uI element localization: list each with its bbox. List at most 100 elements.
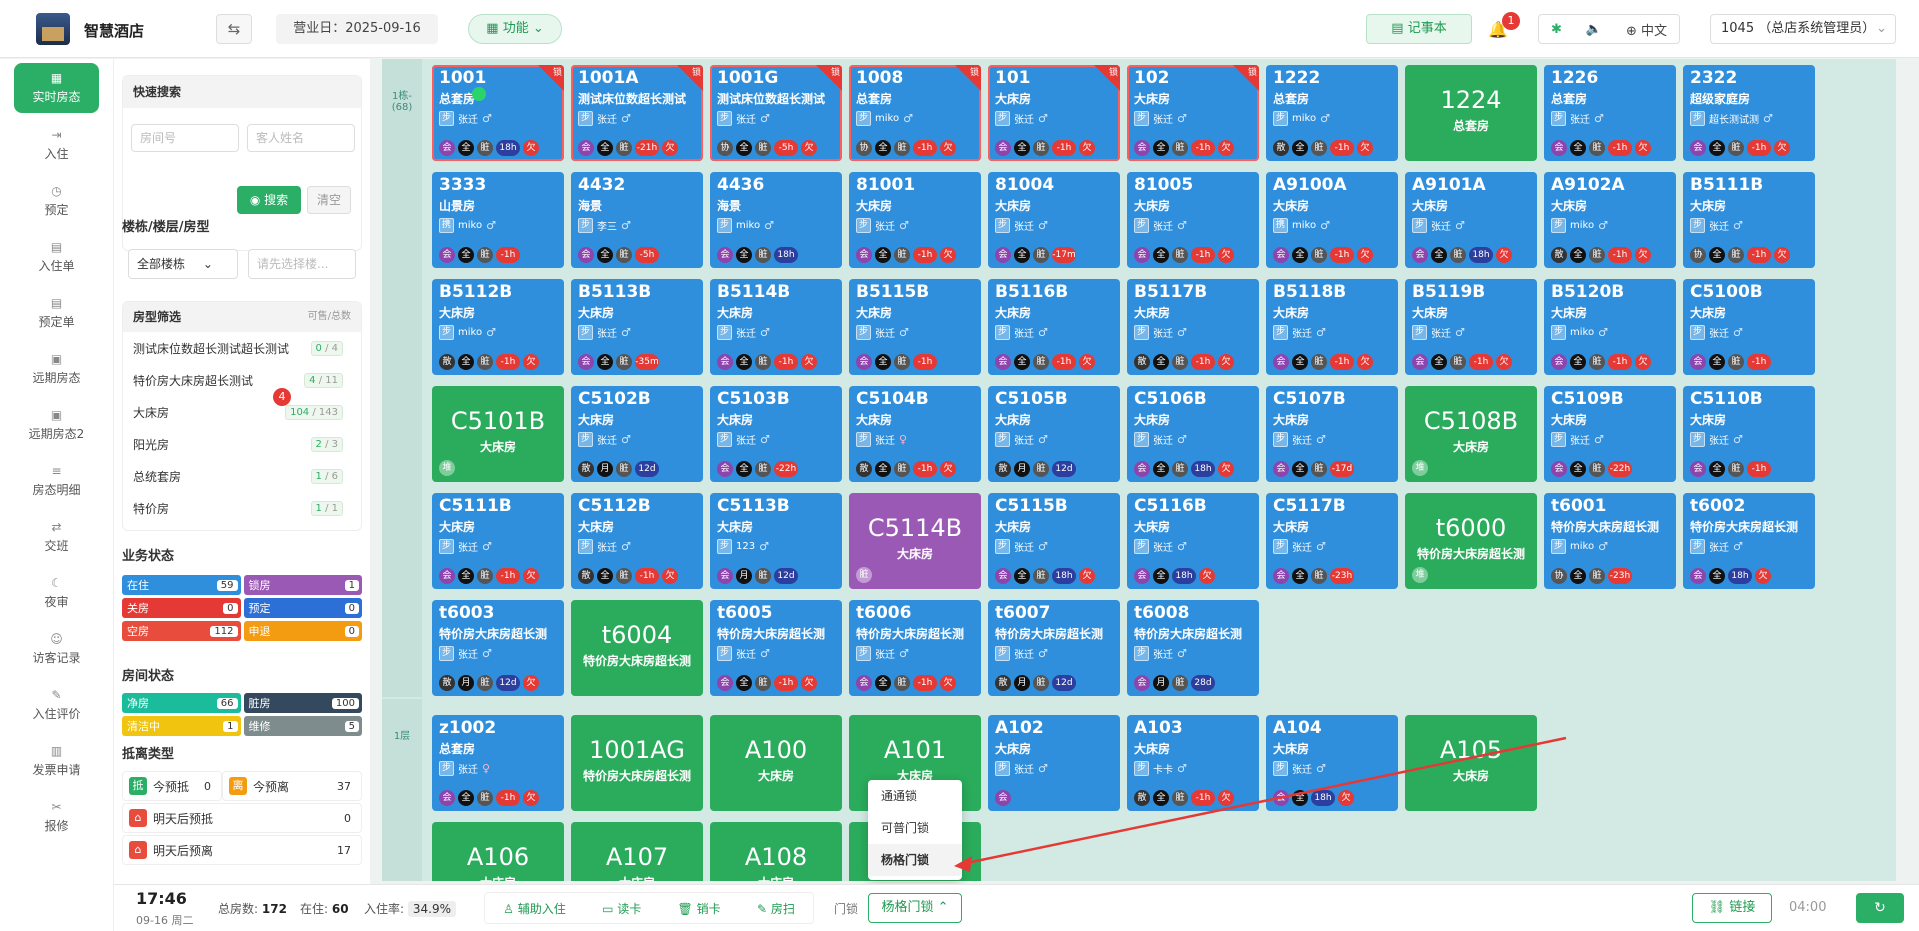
room-card[interactable]: C5105B 大床房步张迁 ♂ 散月脏 12d bbox=[988, 386, 1120, 482]
status-chip[interactable]: 脏房 100 bbox=[243, 693, 362, 713]
room-card[interactable]: 4432 海景步李三 ♂ 会全脏 -5h bbox=[571, 172, 703, 268]
function-menu-button[interactable]: ▦ 功能 ⌄ bbox=[468, 14, 562, 44]
status-chip[interactable]: 预定 0 bbox=[243, 598, 362, 618]
room-card[interactable]: t6001 特价房大床房超长测步 miko ♂ 协全脏 -23h bbox=[1544, 493, 1676, 589]
room-card[interactable]: B5117B 大床房步张迁 ♂ 散全脏 -1h 欠 bbox=[1127, 279, 1259, 375]
room-card[interactable]: t6005 特价房大床房超长测步张迁 ♂ 会全脏 -1h 欠 bbox=[710, 600, 842, 696]
nav-item-calendar[interactable]: ▣ 远期房态 bbox=[0, 341, 113, 397]
room-card[interactable]: t6004 特价房大床房超长测 bbox=[571, 600, 703, 696]
room-card[interactable]: A102 大床房步张迁 ♂ 会 bbox=[988, 715, 1120, 811]
room-card[interactable]: C5112B 大床房步张迁 ♂ 散全脏 -1h 欠 bbox=[571, 493, 703, 589]
nav-item-night[interactable]: ☾ 夜审 bbox=[0, 565, 113, 621]
room-card[interactable]: A106 大床房 bbox=[432, 822, 564, 881]
room-type-item[interactable]: 特价房 1 / 1 bbox=[123, 492, 361, 524]
lock-option[interactable]: 通通锁 bbox=[881, 789, 918, 803]
nav-item-doc[interactable]: ▤ 预定单 bbox=[0, 285, 113, 341]
room-card[interactable]: B5113B 大床房步张迁 ♂ 会全脏 -35m bbox=[571, 279, 703, 375]
room-card[interactable]: z1002 总套房步张迁 ♀ 会全脏 -1h 欠 bbox=[432, 715, 564, 811]
room-type-item[interactable]: 特价房大床房超长测试 4 / 11 bbox=[123, 364, 361, 396]
room-card[interactable]: t6006 特价房大床房超长测步张迁 ♂ 会全脏 -1h 欠 bbox=[849, 600, 981, 696]
room-card[interactable]: C5117B 大床房步张迁 ♂ 会全脏 -23h bbox=[1266, 493, 1398, 589]
search-button[interactable]: ◉ 搜索 bbox=[237, 186, 301, 214]
room-card[interactable]: B5112B 大床房步 miko ♂ 散全脏 -1h 欠 bbox=[432, 279, 564, 375]
room-card[interactable]: B5115B 大床房步张迁 ♂ 会全脏 -1h bbox=[849, 279, 981, 375]
room-card[interactable]: B5114B 大床房步张迁 ♂ 会全脏 -1h 欠 bbox=[710, 279, 842, 375]
sound-icon[interactable]: 🔈 bbox=[1585, 21, 1603, 37]
room-card[interactable]: 3333 山景房携 miko ♂ 会全脏 -1h bbox=[432, 172, 564, 268]
room-card[interactable]: 101 大床房步张迁 ♂ 会全脏 -1h 欠 锁 bbox=[988, 65, 1120, 161]
status-chip[interactable]: 申退 0 bbox=[243, 621, 362, 641]
room-card[interactable]: C5114B 大床房脏 bbox=[849, 493, 981, 589]
room-card[interactable]: 1224 总套房 bbox=[1405, 65, 1537, 161]
theme-icon[interactable]: ✱ bbox=[1550, 21, 1562, 37]
room-card[interactable]: B5116B 大床房步张迁 ♂ 会全脏 -1h 欠 bbox=[988, 279, 1120, 375]
room-card[interactable]: A9100A 大床房携 miko ♂ 会全脏 -1h 欠 bbox=[1266, 172, 1398, 268]
guest-name-input[interactable]: 客人姓名 bbox=[247, 124, 355, 152]
room-card[interactable]: B5120B 大床房步 miko ♂ 会全脏 -1h 欠 bbox=[1544, 279, 1676, 375]
nav-item-shift[interactable]: ⇄ 交班 bbox=[0, 509, 113, 565]
room-card[interactable]: C5107B 大床房步张迁 ♂ 会全脏 -17d bbox=[1266, 386, 1398, 482]
room-card[interactable]: 1001G 测试床位数超长测试步张迁 ♂ 协全脏 -5h 欠 锁 bbox=[710, 65, 842, 161]
status-chip[interactable]: 空房 112 bbox=[122, 621, 241, 641]
nav-item-repair[interactable]: ✂ 报修 bbox=[0, 789, 113, 845]
trash-action[interactable]: 🗑 销卡 bbox=[678, 900, 721, 917]
room-card[interactable]: A108 大床房 bbox=[710, 822, 842, 881]
language-switch[interactable]: ⊕ 中文 bbox=[1626, 20, 1667, 39]
room-card[interactable]: 1226 总套房步张迁 ♂ 会全脏 -1h 欠 bbox=[1544, 65, 1676, 161]
lock-option[interactable]: 杨格门锁 bbox=[868, 844, 962, 876]
room-card[interactable]: t6003 特价房大床房超长测步张迁 ♂ 散月脏 12d 欠 bbox=[432, 600, 564, 696]
room-card[interactable]: A9102A 大床房步 miko ♂ 散全脏 -1h 欠 bbox=[1544, 172, 1676, 268]
room-card[interactable]: 81005 大床房步张迁 ♂ 会全脏 -1h 欠 bbox=[1127, 172, 1259, 268]
status-chip[interactable]: 净房 66 bbox=[122, 693, 241, 713]
room-card[interactable]: 2322 超级家庭房步超长测试测 ♂ 会全脏 -1h 欠 bbox=[1683, 65, 1815, 161]
room-type-item[interactable]: 总统套房 1 / 6 bbox=[123, 460, 361, 492]
room-card[interactable]: A100 大床房 bbox=[710, 715, 842, 811]
nav-item-visitor[interactable]: ☺ 访客记录 bbox=[0, 621, 113, 677]
room-type-item[interactable]: 阳光房 2 / 3 bbox=[123, 428, 361, 460]
room-card[interactable]: C5106B 大床房步张迁 ♂ 会全脏 18h 欠 bbox=[1127, 386, 1259, 482]
status-chip[interactable]: 在住 59 bbox=[122, 575, 241, 595]
room-card[interactable]: 102 大床房步张迁 ♂ 会全脏 -1h 欠 锁 bbox=[1127, 65, 1259, 161]
notebook-button[interactable]: ▤ 记事本 bbox=[1366, 14, 1472, 44]
room-card[interactable]: t6000 特价房大床房超长测堆 bbox=[1405, 493, 1537, 589]
room-card[interactable]: C5113B 大床房步 123 ♂ 会月脏 12d bbox=[710, 493, 842, 589]
room-card[interactable]: A9101A 大床房步张迁 ♂ 会全脏 18h 欠 bbox=[1405, 172, 1537, 268]
nav-item-grid[interactable]: ▦ 实时房态 bbox=[14, 63, 99, 113]
room-card[interactable]: A103 大床房步卡卡 ♂ 散全脏 -1h 欠 bbox=[1127, 715, 1259, 811]
arrival-item[interactable]: ⌂ 明天后预离 17 bbox=[122, 835, 362, 865]
lock-option[interactable]: 可普门锁 bbox=[881, 821, 930, 835]
room-card[interactable]: B5119B 大床房步张迁 ♂ 会全脏 -1h 欠 bbox=[1405, 279, 1537, 375]
room-card[interactable]: C5108B 大床房堆 bbox=[1405, 386, 1537, 482]
room-card[interactable]: A107 大床房 bbox=[571, 822, 703, 881]
user-select[interactable]: 1045 （总店系统管理员） ⌄ bbox=[1710, 14, 1896, 44]
room-card[interactable]: t6008 特价房大床房超长测步张迁 ♂ 会月脏 28d bbox=[1127, 600, 1259, 696]
clear-button[interactable]: 清空 bbox=[307, 186, 351, 214]
room-card[interactable]: C5110B 大床房步张迁 ♂ 会全脏 -1h bbox=[1683, 386, 1815, 482]
room-number-input[interactable]: 房间号 bbox=[131, 124, 239, 152]
room-card[interactable]: B5111B 大床房步张迁 ♂ 协全脏 -1h 欠 bbox=[1683, 172, 1815, 268]
person-action[interactable]: ♙ 辅助入住 bbox=[503, 900, 566, 917]
room-card[interactable]: C5102B 大床房步张迁 ♂ 散月脏 12d bbox=[571, 386, 703, 482]
room-card[interactable]: 1001 总套房步张迁 ♂ 会全脏 18h 欠 锁 bbox=[432, 65, 564, 161]
link-button[interactable]: ⛓ 链接 bbox=[1692, 893, 1772, 923]
room-card[interactable]: 4436 海景步 miko ♂ 会全脏 18h bbox=[710, 172, 842, 268]
room-card[interactable]: C5111B 大床房步张迁 ♂ 会全脏 -1h 欠 bbox=[432, 493, 564, 589]
room-card[interactable]: 1001A 测试床位数超长测试步张迁 ♂ 会全脏 -21h 欠 锁 bbox=[571, 65, 703, 161]
refresh-button[interactable]: ↻ bbox=[1856, 893, 1904, 923]
room-type-item[interactable]: 大床房 104 / 143 bbox=[123, 396, 361, 428]
room-card[interactable]: 81004 大床房步张迁 ♂ 会全脏 -17m bbox=[988, 172, 1120, 268]
room-card[interactable]: 1008 总套房步 miko ♂ 协全脏 -1h 欠 锁 bbox=[849, 65, 981, 161]
room-card[interactable]: t6002 特价房大床房超长测步张迁 ♂ 会全 18h 欠 bbox=[1683, 493, 1815, 589]
room-card[interactable]: t6007 特价房大床房超长测步张迁 ♂ 散月脏 12d bbox=[988, 600, 1120, 696]
room-card[interactable]: 1001AG 特价房大床房超长测 bbox=[571, 715, 703, 811]
status-chip[interactable]: 关房 0 bbox=[122, 598, 241, 618]
nav-item-list[interactable]: ≡ 房态明细 bbox=[0, 453, 113, 509]
nav-item-comment[interactable]: ✎ 入住评价 bbox=[0, 677, 113, 733]
nav-item-invoice[interactable]: ▥ 发票申请 bbox=[0, 733, 113, 789]
nav-item-checkin[interactable]: ⇥ 入住 bbox=[0, 117, 113, 173]
room-card[interactable]: C5104B 大床房步张迁 ♀ 散全脏 -1h 欠 bbox=[849, 386, 981, 482]
status-chip[interactable]: 锁房 1 bbox=[243, 575, 362, 595]
door-lock-select[interactable]: 杨格门锁 ⌃ bbox=[868, 893, 962, 923]
status-chip[interactable]: 清洁中 1 bbox=[122, 716, 241, 736]
room-card[interactable]: 1222 总套房步 miko ♂ 散全脏 -1h 欠 bbox=[1266, 65, 1398, 161]
